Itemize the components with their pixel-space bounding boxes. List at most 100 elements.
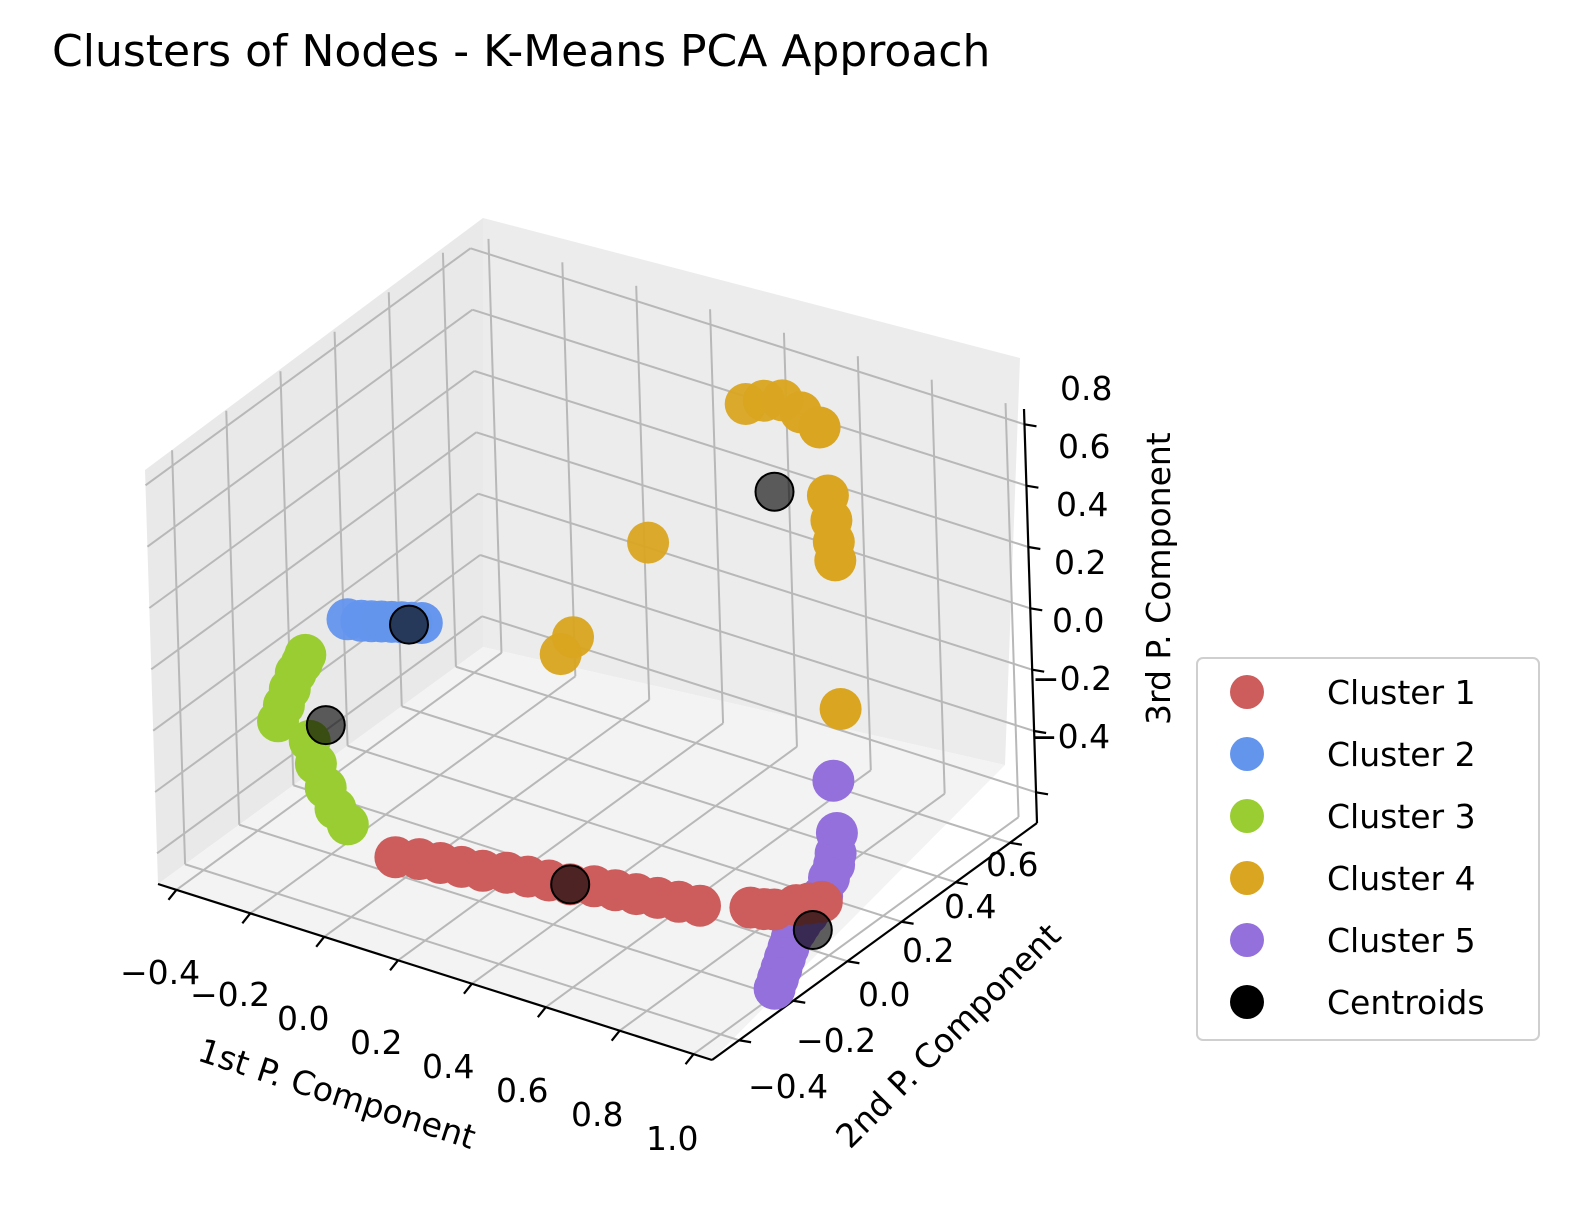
x-tick-label: −0.4 [120,953,200,992]
z-tick-label: 0.6 [1058,427,1110,466]
legend-marker-cluster-3 [1230,799,1264,833]
gridline-x-back [1004,403,1020,818]
z-tick-mark [1033,729,1047,735]
gridline-z-left [148,370,475,609]
y-tick-label: 0.4 [944,887,996,926]
gridline-x-back [709,309,725,724]
legend-marker-cluster-5 [1230,923,1264,957]
centroid-point [754,471,795,512]
gridline-x-floor [249,675,576,915]
z-axis-line [1022,408,1039,824]
gridline-x-floor [323,698,650,938]
z-axis-label: 3rd P. Component [1139,432,1178,725]
gridline-z-back [470,247,1025,426]
x-tick-mark [536,1006,547,1018]
z-tick-mark [1026,484,1039,489]
gridline-y-floor [455,665,1011,844]
cluster-3-point [257,700,299,743]
cluster-5-point [753,967,796,1010]
centroid-point [550,864,591,905]
gridline-x-back [561,262,577,677]
y-tick-mark [1009,841,1023,846]
gridline-x-back [930,379,946,794]
gridline-z-left [144,247,472,487]
legend-label: Centroids [1327,983,1485,1022]
x-tick-mark [315,936,326,948]
gridline-y-floor [184,863,740,1042]
gridline-y-left [225,410,241,825]
cluster-4-point [627,521,670,564]
legend-label: Cluster 5 [1327,921,1476,960]
gridline-x-floor [397,722,724,962]
legend-label: Cluster 3 [1327,797,1476,836]
legend-marker-centroids [1230,985,1264,1019]
cluster-4-point [819,688,862,730]
tick-marks [167,423,1049,1065]
legend-marker-cluster-4 [1230,861,1264,895]
cluster-3-point [284,633,327,676]
gridline-y-left [441,252,457,667]
x-tick-label: 1.0 [646,1119,698,1158]
centroid-point [792,910,833,950]
y-tick-mark [793,999,806,1004]
x-tick-label: 0.0 [277,999,329,1038]
z-tick-label: −0.2 [1032,659,1112,698]
gridline-z-back [474,370,1029,548]
gridline-y-left [333,331,349,746]
legend-label: Cluster 4 [1327,859,1476,898]
gridline-z-left [150,431,477,671]
z-tick-mark [1024,423,1037,428]
y-tick-label: 0.0 [858,975,910,1014]
x-tick-mark [463,983,473,995]
legend-marker-cluster-2 [1230,737,1264,771]
gridline-x-floor [471,745,798,985]
z-tick-mark [1035,791,1049,796]
gridline-x-back [487,238,503,653]
z-tick-label: −0.4 [1030,717,1110,756]
chart-title: Clusters of Nodes - K-Means PCA Approach [52,26,990,77]
z-tick-labels: −0.4 −0.2 0.0 0.2 0.4 0.6 0.8 [1030,369,1112,756]
x-tick-mark [684,1053,695,1065]
gridline-z-back [479,554,1035,732]
cluster-4-point [539,633,582,676]
x-tick-label: 0.6 [496,1071,548,1110]
z-tick-label: 0.8 [1060,369,1112,408]
x-tick-label: 0.2 [350,1023,402,1062]
y-tick-labels: −0.4 −0.2 0.0 0.2 0.4 0.6 [748,845,1038,1106]
gridline-y-left [171,450,187,865]
gridline-z-left [146,308,473,548]
data-points [257,379,862,1010]
z-tick-label: 0.4 [1056,485,1108,524]
z-tick-mark [1032,668,1045,673]
y-tick-mark [955,881,968,886]
cluster-1-point [753,888,796,931]
z-tick-label: 0.0 [1052,601,1104,640]
centroid-point [305,705,346,746]
x-tick-mark [389,959,399,971]
y-tick-label: −0.4 [748,1067,828,1106]
x-tick-mark [610,1029,621,1042]
legend-label: Cluster 2 [1327,735,1476,774]
x-tick-labels: −0.4 −0.2 0.0 0.2 0.4 0.6 0.8 1.0 [120,953,698,1158]
gridline-x-floor [692,816,1020,1055]
legend-label: Cluster 1 [1327,673,1476,712]
legend-marker-cluster-1 [1230,675,1264,709]
y-tick-mark [901,920,914,925]
gridline-x-back [856,356,872,771]
y-tick-label: 0.6 [986,845,1038,884]
cluster-5-point [812,759,855,802]
x-tick-mark [167,889,178,901]
y-tick-label: 0.2 [902,931,954,970]
cluster-4-point [814,539,857,582]
y-tick-label: −0.2 [796,1021,876,1060]
cluster-3-point [326,803,369,846]
gridline-z-back [477,492,1033,671]
x-tick-label: 0.8 [571,1095,623,1134]
x-tick-label: −0.2 [190,975,270,1014]
y-axis-line [711,822,1038,1061]
centroid-point [389,604,429,645]
legend: Cluster 1 Cluster 2 Cluster 3 Cluster 4 … [1196,657,1540,1041]
z-tick-mark [1028,545,1041,551]
gridline-z-back [475,431,1031,610]
